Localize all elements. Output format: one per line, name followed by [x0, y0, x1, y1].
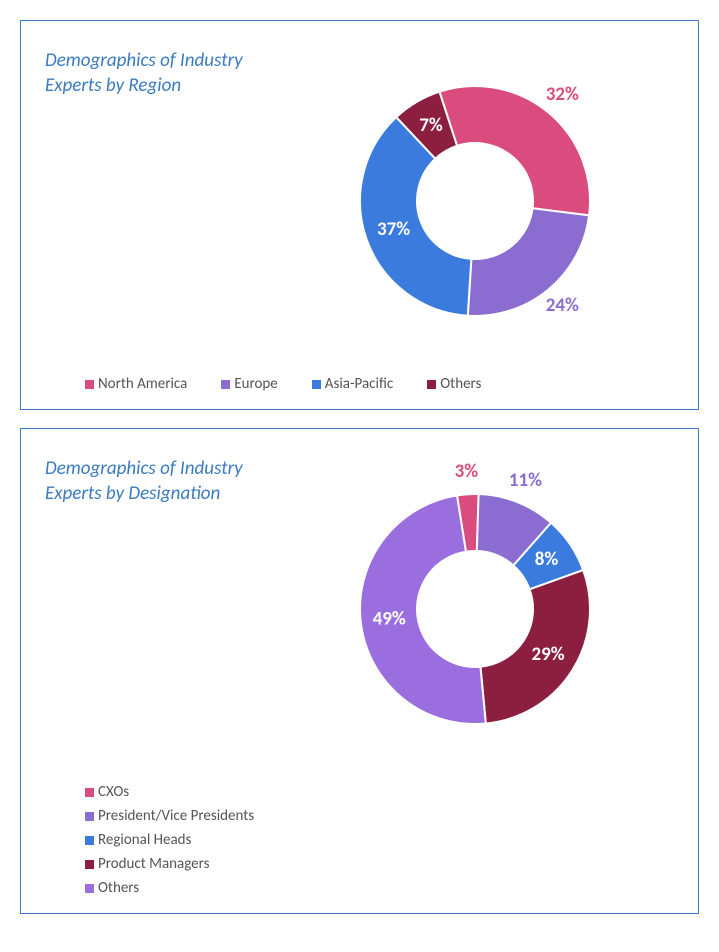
panel-title: Demographics of IndustryExperts by Desig…	[45, 449, 275, 506]
legend-item: Asia-Pacific	[312, 375, 393, 393]
legend-label: Others	[440, 375, 481, 393]
slice-label: 32%	[545, 83, 578, 106]
legend-item: Others	[427, 375, 481, 393]
legend-swatch	[85, 836, 94, 845]
legend-item: President/Vice Presidents	[85, 807, 325, 825]
chart-container: 32% 24% 37% 7%	[275, 41, 674, 361]
panel-title-line: Experts by Region	[45, 74, 275, 99]
legend-item: Others	[85, 879, 325, 897]
chart-panel: Demographics of IndustryExperts by Regio…	[20, 20, 699, 410]
legend-label: Regional Heads	[98, 831, 191, 849]
legend: North America Europe Asia-Pacific Others	[45, 375, 674, 393]
legend-swatch	[85, 788, 94, 797]
legend-label: Europe	[234, 375, 277, 393]
legend-label: CXOs	[98, 783, 129, 801]
slice-label: 7%	[419, 114, 443, 137]
legend-item: Regional Heads	[85, 831, 325, 849]
legend-label: Others	[98, 879, 139, 897]
legend-item: Europe	[221, 375, 277, 393]
legend-swatch	[427, 380, 436, 389]
legend-item: CXOs	[85, 783, 325, 801]
slice-label: 37%	[377, 218, 410, 241]
legend-swatch	[85, 884, 94, 893]
panel-title-line: Demographics of Industry	[45, 457, 275, 482]
legend-swatch	[85, 860, 94, 869]
slice-label: 29%	[531, 643, 564, 666]
panel-title-line: Demographics of Industry	[45, 49, 275, 74]
panel-title: Demographics of IndustryExperts by Regio…	[45, 41, 275, 98]
legend: CXOs President/Vice Presidents Regional He…	[45, 783, 565, 897]
legend-swatch	[312, 380, 321, 389]
slice-label: 11%	[508, 469, 541, 492]
legend-label: Product Managers	[98, 855, 209, 873]
legend-item: Product Managers	[85, 855, 325, 873]
legend-swatch	[85, 812, 94, 821]
donut-chart: 3% 11% 8% 29% 49%	[315, 449, 635, 769]
chart-container: 3% 11% 8% 29% 49%	[275, 449, 674, 769]
slice-label: 49%	[372, 607, 405, 630]
legend-label: Asia-Pacific	[325, 375, 393, 393]
slice-label: 8%	[534, 548, 558, 571]
slice-label: 3%	[454, 460, 478, 483]
panel-title-line: Experts by Designation	[45, 482, 275, 507]
chart-panel: Demographics of IndustryExperts by Desig…	[20, 428, 699, 914]
legend-item: North America	[85, 375, 187, 393]
donut-chart: 32% 24% 37% 7%	[315, 41, 635, 361]
legend-label: President/Vice Presidents	[98, 807, 254, 825]
legend-swatch	[85, 380, 94, 389]
legend-swatch	[221, 380, 230, 389]
slice-label: 24%	[545, 294, 578, 317]
legend-label: North America	[98, 375, 187, 393]
